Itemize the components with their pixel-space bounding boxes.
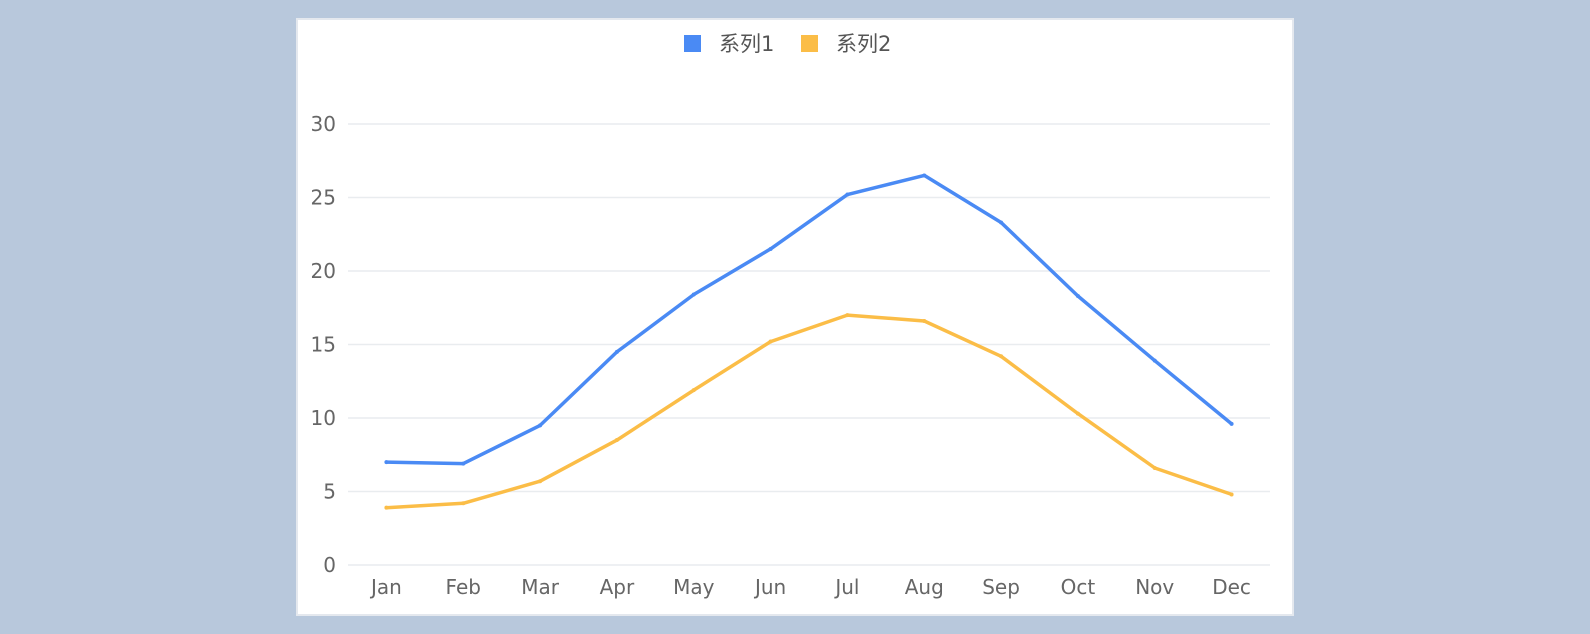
data-point	[461, 501, 466, 506]
x-tick-label: Sep	[982, 575, 1020, 599]
y-tick-label: 20	[311, 259, 336, 283]
y-tick-label: 25	[311, 186, 336, 210]
data-point	[922, 173, 927, 178]
data-point	[768, 246, 773, 251]
legend-swatch-1	[684, 35, 701, 52]
data-point	[1229, 421, 1234, 426]
y-tick-label: 10	[311, 406, 336, 430]
x-tick-label: Jan	[369, 575, 402, 599]
legend: 系列1 系列2	[684, 32, 891, 56]
x-tick-label: Aug	[905, 575, 944, 599]
data-point	[1075, 411, 1080, 416]
y-tick-label: 30	[311, 112, 336, 136]
data-point	[461, 461, 466, 466]
data-point	[538, 479, 543, 484]
data-point	[845, 192, 850, 197]
legend-swatch-2	[801, 35, 818, 52]
series-line-1	[384, 173, 1234, 466]
data-point	[691, 292, 696, 297]
grid-lines	[348, 123, 1270, 566]
data-point	[1152, 358, 1157, 363]
x-tick-label: Dec	[1212, 575, 1251, 599]
series-group	[384, 173, 1234, 510]
line-chart: 系列1 系列2 0 5 10 15 20 25 30 Jan Feb Mar Apr May Jun Ju…	[311, 32, 1270, 599]
data-point	[384, 460, 389, 465]
data-point	[845, 313, 850, 318]
data-point	[1229, 492, 1234, 497]
y-tick-label: 15	[311, 333, 336, 357]
data-point	[384, 505, 389, 510]
x-tick-label: Mar	[521, 575, 560, 599]
legend-label-1: 系列1	[719, 32, 774, 56]
series-line-2	[384, 313, 1234, 510]
y-tick-label: 5	[323, 480, 336, 504]
data-point	[614, 349, 619, 354]
x-tick-label: Jul	[833, 575, 859, 599]
data-point	[999, 220, 1004, 225]
data-point	[999, 354, 1004, 359]
x-tick-label: May	[673, 575, 715, 599]
data-point	[768, 339, 773, 344]
x-axis: Jan Feb Mar Apr May Jun Jul Aug Sep Oct Nov Dec	[369, 575, 1251, 599]
data-point	[922, 318, 927, 323]
x-tick-label: Jun	[753, 575, 786, 599]
x-tick-label: Apr	[600, 575, 635, 599]
x-tick-label: Nov	[1135, 575, 1174, 599]
data-point	[538, 423, 543, 428]
y-axis: 0 5 10 15 20 25 30	[311, 112, 336, 577]
chart-card: 系列1 系列2 0 5 10 15 20 25 30 Jan Feb Mar Apr May Jun Ju…	[296, 18, 1294, 616]
x-tick-label: Oct	[1061, 575, 1096, 599]
data-point	[614, 438, 619, 443]
legend-label-2: 系列2	[836, 32, 891, 56]
data-point	[1075, 293, 1080, 298]
x-tick-label: Feb	[446, 575, 481, 599]
data-point	[1152, 465, 1157, 470]
data-point	[691, 388, 696, 393]
y-tick-label: 0	[323, 553, 336, 577]
